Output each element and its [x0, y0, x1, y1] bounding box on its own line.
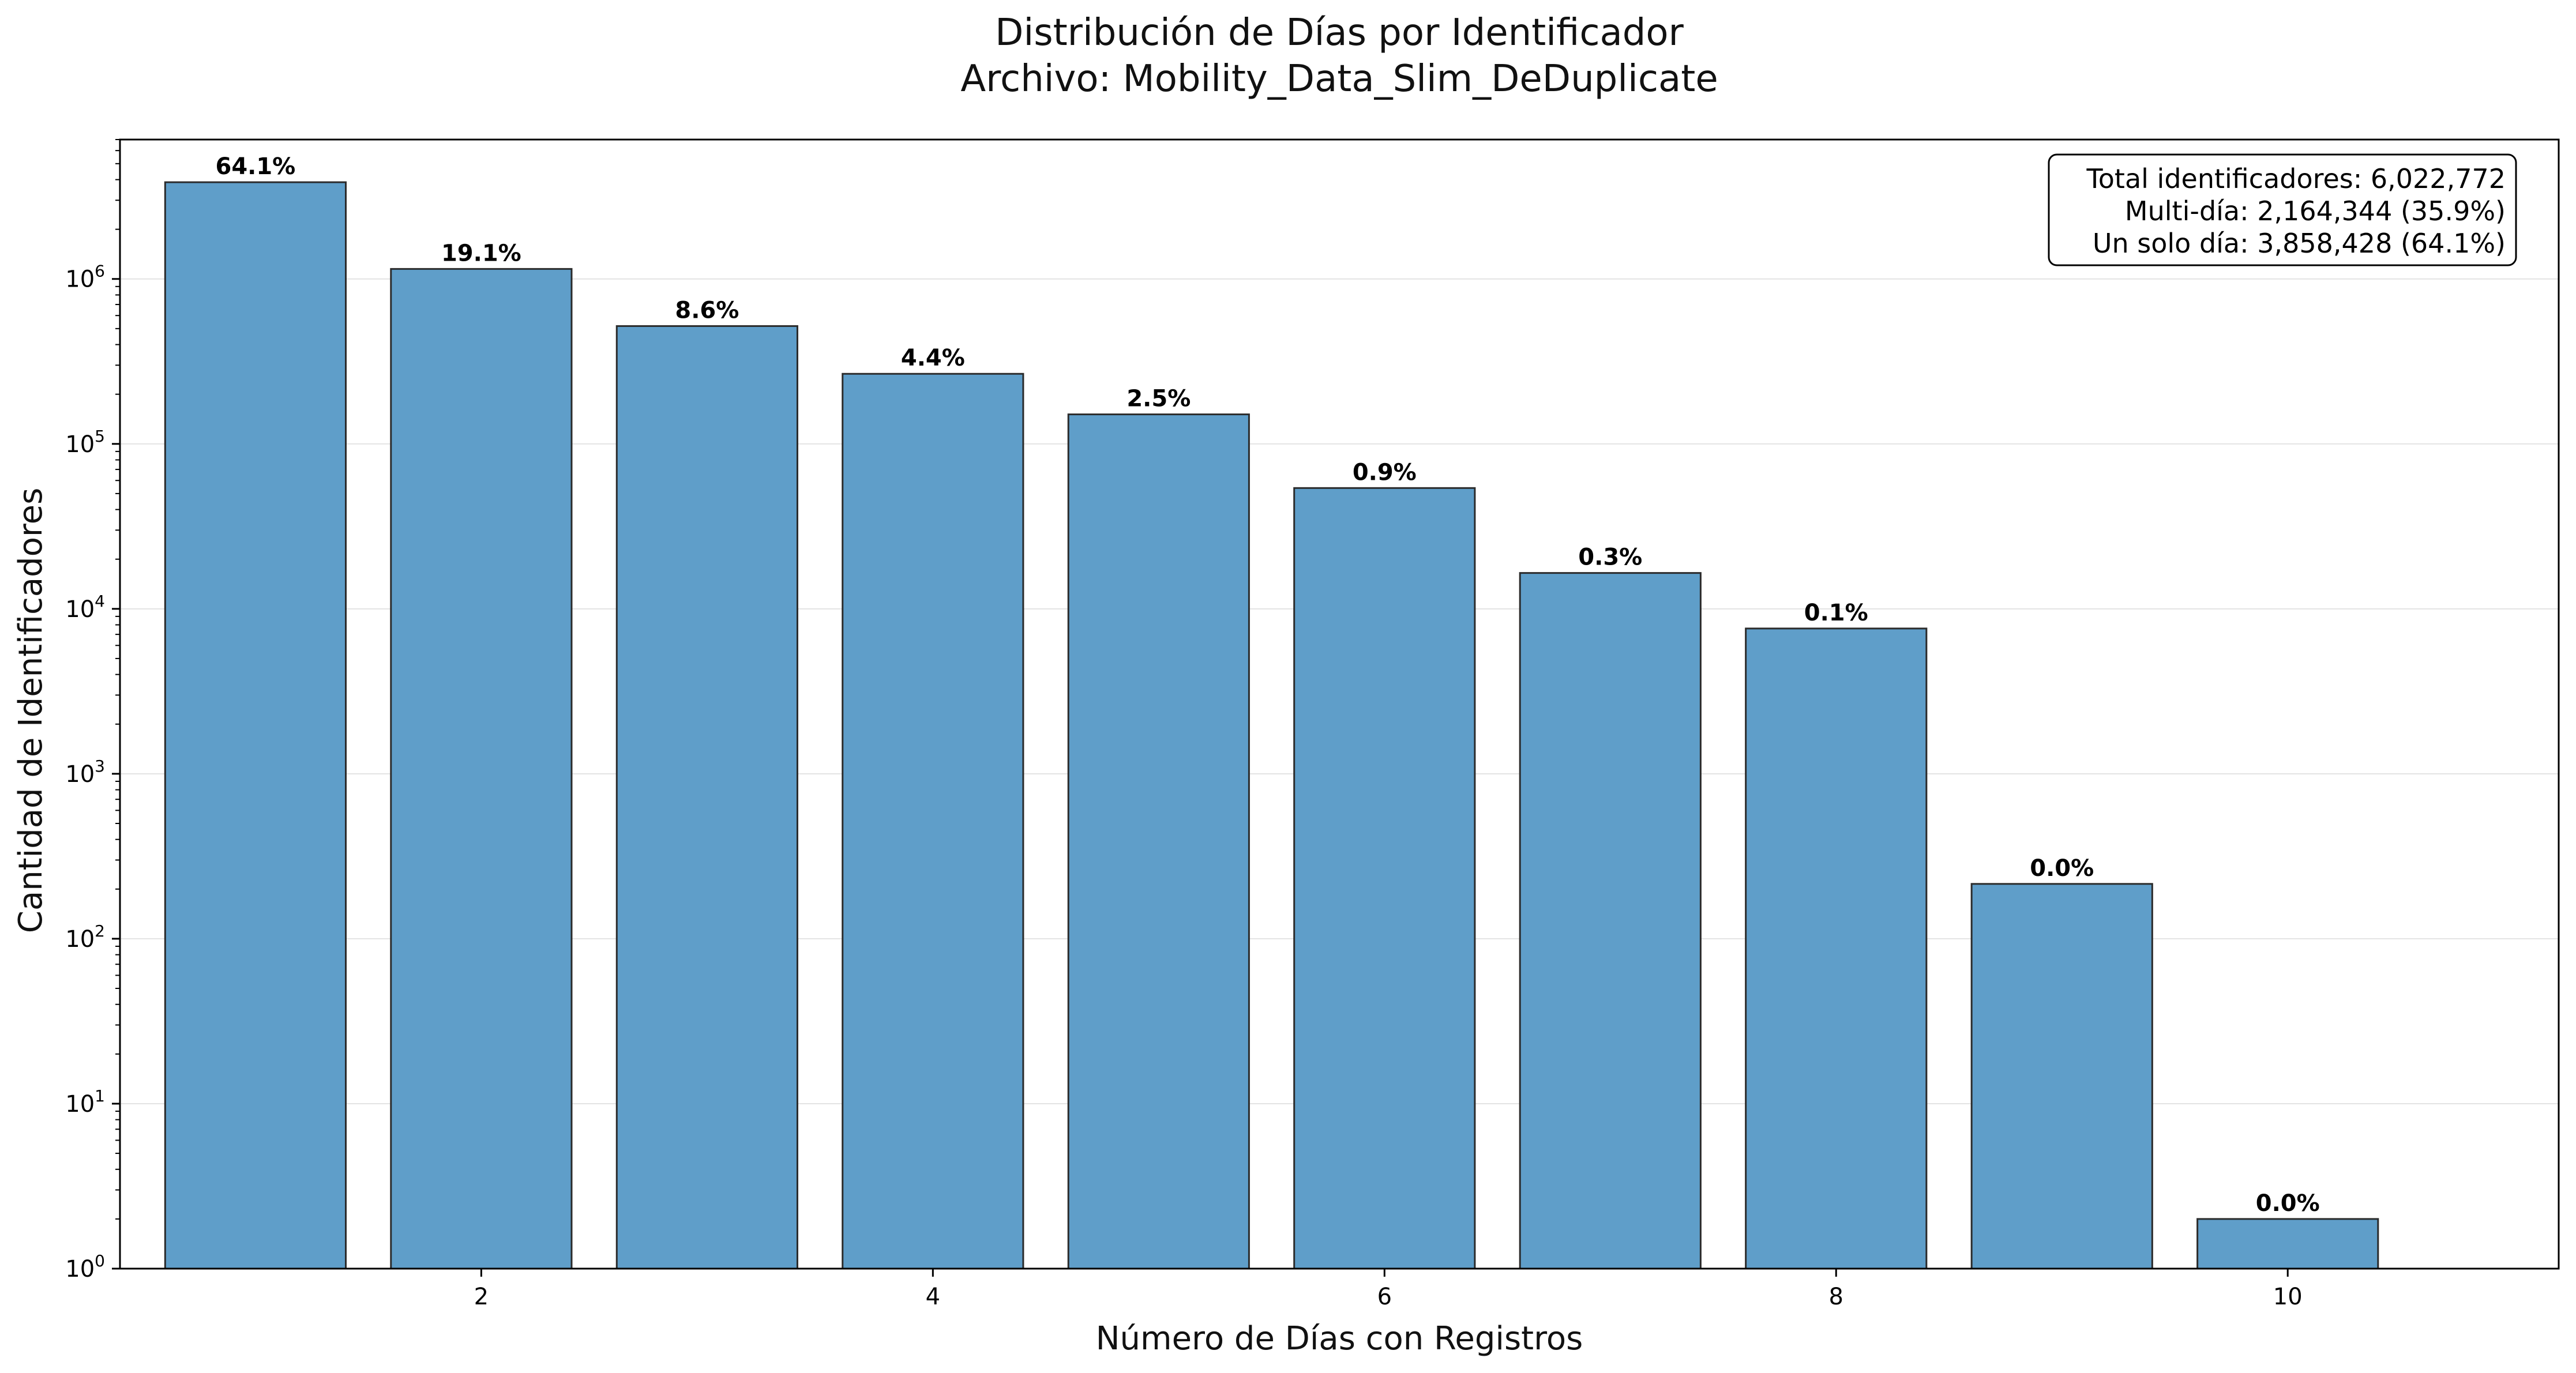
chart-subtitle: Archivo: Mobility_Data_Slim_DeDuplicate: [960, 58, 1718, 100]
bar-4: [843, 374, 1023, 1269]
x-tick-label: 6: [1377, 1284, 1392, 1310]
bar-6: [1294, 488, 1475, 1269]
data-label-4: 4.4%: [901, 345, 965, 371]
data-label-7: 0.3%: [1578, 544, 1642, 571]
stats-line: Total identificadores: 6,022,772: [2086, 163, 2506, 194]
bar-7: [1520, 573, 1700, 1269]
y-axis-label: Cantidad de Identificadores: [12, 488, 50, 934]
x-tick-label: 8: [1829, 1284, 1843, 1310]
bar-1: [165, 182, 346, 1269]
chart-title: Distribución de Días por Identificador: [995, 12, 1684, 54]
data-label-2: 19.1%: [441, 240, 521, 266]
bar-2: [391, 269, 572, 1269]
bar-3: [617, 326, 797, 1269]
stats-line: Multi-día: 2,164,344 (35.9%): [2125, 195, 2506, 227]
bar-10: [2198, 1219, 2378, 1269]
x-tick-label: 2: [474, 1284, 489, 1310]
x-tick-label: 4: [926, 1284, 940, 1310]
stats-line: Un solo día: 3,858,428 (64.1%): [2093, 228, 2506, 259]
x-axis-label: Número de Días con Registros: [1096, 1320, 1583, 1357]
data-label-8: 0.1%: [1804, 600, 1868, 626]
data-label-5: 2.5%: [1126, 386, 1191, 412]
bar-8: [1746, 629, 1927, 1269]
data-label-3: 8.6%: [675, 297, 739, 323]
data-label-1: 64.1%: [215, 153, 295, 180]
data-label-6: 0.9%: [1353, 459, 1417, 486]
stats-box: Total identificadores: 6,022,772Multi-dí…: [2049, 155, 2516, 265]
bar-5: [1068, 415, 1249, 1269]
x-tick-label: 10: [2273, 1284, 2303, 1310]
bar-9: [1972, 884, 2152, 1269]
data-label-10: 0.0%: [2256, 1190, 2320, 1217]
data-label-9: 0.0%: [2030, 855, 2094, 882]
